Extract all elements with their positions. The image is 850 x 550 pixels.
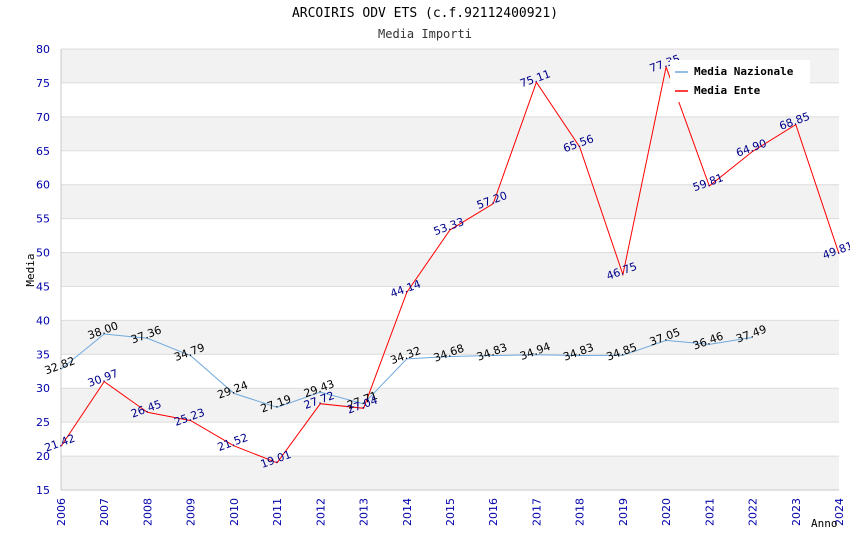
grid-band xyxy=(61,456,839,490)
series-line-media-nazionale xyxy=(60,333,753,408)
y-tick-label: 15 xyxy=(36,484,50,497)
series-line-media-ente xyxy=(60,65,840,464)
grid-band xyxy=(61,388,839,423)
x-tick-label: 2015 xyxy=(444,498,457,526)
legend: Media Nazionale Media Ente xyxy=(670,60,810,102)
x-tick-label: 2023 xyxy=(790,498,803,526)
x-tick-label: 2008 xyxy=(141,498,154,526)
y-tick-label: 20 xyxy=(36,450,50,463)
legend-label-media-ente: Media Ente xyxy=(694,84,761,97)
x-tick-label: 2013 xyxy=(358,498,371,526)
x-tick-label: 2014 xyxy=(401,498,414,526)
x-tick-label: 2017 xyxy=(530,498,543,526)
legend-background xyxy=(670,60,810,102)
x-tick-label: 2019 xyxy=(617,498,630,526)
x-tick-label: 2024 xyxy=(833,498,846,526)
y-tick-label: 30 xyxy=(36,382,50,395)
grid-band xyxy=(61,116,839,151)
y-tick-label: 60 xyxy=(36,179,50,192)
x-axis-label: Anno xyxy=(811,517,838,530)
y-tick-labels: 15 20 25 30 35 40 45 50 55 60 65 70 75 80 xyxy=(36,43,50,497)
x-tick-label: 2009 xyxy=(185,498,198,526)
x-tick-label: 2007 xyxy=(98,498,111,526)
grid-band xyxy=(61,320,839,355)
x-tick-label: 2022 xyxy=(747,498,760,526)
y-tick-label: 70 xyxy=(36,111,50,124)
x-tick-label: 2011 xyxy=(271,498,284,526)
grid-bands xyxy=(61,49,839,490)
y-tick-label: 75 xyxy=(36,77,50,90)
x-tick-label: 2021 xyxy=(703,498,716,526)
y-tick-label: 65 xyxy=(36,145,50,158)
x-tick-label: 2020 xyxy=(660,498,673,526)
grid-band xyxy=(61,184,839,219)
y-tick-label: 55 xyxy=(36,213,50,226)
legend-label-media-nazionale: Media Nazionale xyxy=(694,65,794,78)
chart-title: ARCOIRIS ODV ETS (c.f.92112400921) xyxy=(291,6,559,21)
x-tick-label: 2016 xyxy=(487,498,500,526)
x-tick-label: 2012 xyxy=(314,498,327,526)
y-tick-label: 45 xyxy=(36,280,50,293)
grid-band xyxy=(61,252,839,287)
y-tick-label: 50 xyxy=(36,247,50,260)
data-label: 30.97 xyxy=(86,367,120,390)
data-label: 21.42 xyxy=(43,432,77,455)
x-tick-label: 2010 xyxy=(228,498,241,526)
y-tick-label: 35 xyxy=(36,348,50,361)
y-tick-label: 80 xyxy=(36,43,50,56)
y-axis-label: Media xyxy=(24,253,37,286)
x-tick-label: 2018 xyxy=(574,498,587,526)
x-tick-label: 2006 xyxy=(55,498,68,526)
x-tick-labels: 2006 2007 2008 2009 2010 2011 2012 2013 2014 2015… xyxy=(55,498,846,526)
series-lines xyxy=(60,65,840,464)
chart-subtitle: Media Importi xyxy=(378,27,472,41)
y-tick-label: 25 xyxy=(36,416,50,429)
y-tick-label: 40 xyxy=(36,314,50,327)
